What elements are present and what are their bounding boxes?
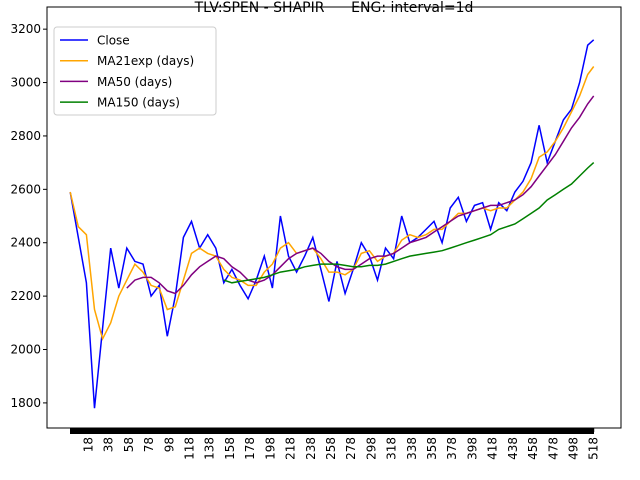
x-tick-label: 138 — [203, 437, 217, 460]
series-line — [223, 162, 595, 284]
y-tick-label: 2400 — [10, 236, 41, 250]
x-tick-label: 518 — [587, 437, 601, 460]
x-tick-label: 398 — [465, 437, 479, 460]
axes-frame — [46, 6, 622, 429]
plot-area — [69, 39, 595, 409]
x-tick-label: 438 — [506, 437, 520, 460]
legend-label: MA50 (days) — [97, 75, 172, 89]
series-line — [126, 95, 595, 295]
legend: Close MA21exp (days) MA50 (days) MA150 (day… — [53, 26, 217, 116]
legend-label: Close — [97, 34, 130, 48]
x-tick-label: 338 — [405, 437, 419, 460]
x-tick-label: 18 — [81, 437, 95, 452]
x-tick-label: 458 — [526, 437, 540, 460]
y-tick-label: 2600 — [10, 182, 41, 196]
x-tick-label: 278 — [344, 437, 358, 460]
x-tick-label: 118 — [182, 437, 196, 460]
x-tick-label: 78 — [142, 437, 156, 452]
x-tick-label: 358 — [425, 437, 439, 460]
x-tick-label: 158 — [223, 437, 237, 460]
legend-label: MA150 (days) — [97, 96, 180, 110]
y-tick-label: 3000 — [10, 76, 41, 90]
y-tick-label: 2800 — [10, 129, 41, 143]
legend-box — [53, 26, 217, 116]
x-tick-label: 38 — [102, 437, 116, 452]
series-line — [69, 66, 595, 341]
x-tick-label: 498 — [567, 437, 581, 460]
x-tick-label: 298 — [364, 437, 378, 460]
y-tick-label: 2000 — [10, 343, 41, 357]
y-tick-label: 1800 — [10, 396, 41, 410]
x-tick-label: 198 — [263, 437, 277, 460]
x-tick-label: 98 — [162, 437, 176, 452]
x-tick-label: 178 — [243, 437, 257, 460]
x-tick-label: 258 — [324, 437, 338, 460]
x-tick-label: 478 — [546, 437, 560, 460]
x-tick-label: 318 — [385, 437, 399, 460]
x-tick-label: 238 — [304, 437, 318, 460]
y-tick-label: 3200 — [10, 22, 41, 36]
y-tick-label: 2200 — [10, 289, 41, 303]
x-tick-label: 418 — [486, 437, 500, 460]
x-tick-label: 378 — [445, 437, 459, 460]
legend-label: MA21exp (days) — [97, 54, 194, 68]
x-tick-label: 58 — [122, 437, 136, 452]
tick-band — [70, 428, 594, 434]
x-tick-label: 218 — [284, 437, 298, 460]
chart-title: TLV:SPEN - SHAPIR ENG: interval=1d — [194, 0, 474, 16]
